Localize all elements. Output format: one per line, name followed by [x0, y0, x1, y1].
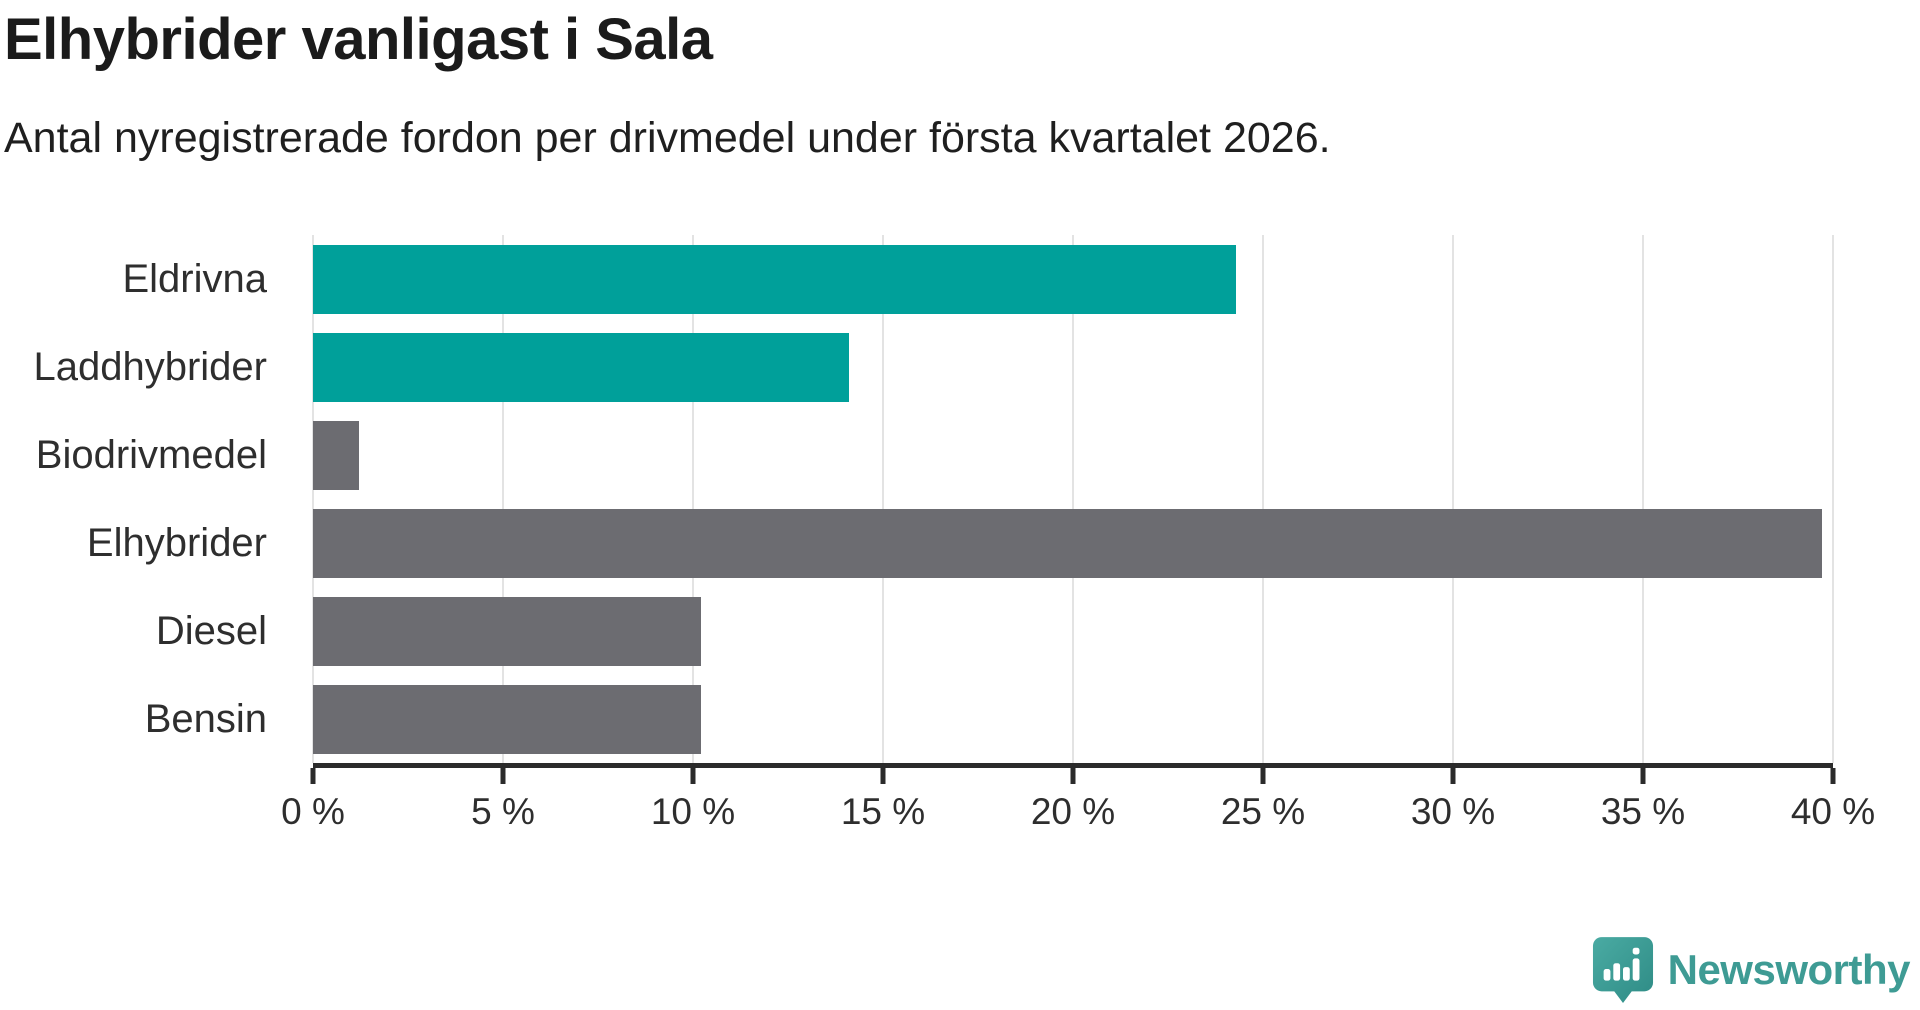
category-label: Laddhybrider: [33, 344, 268, 389]
plot-area: 0 % 5 % 10 % 15 % 20 % 25 % 30 % 35 % 40 %: [281, 235, 1875, 832]
x-axis-tick-label: 30 %: [1410, 791, 1496, 832]
category-label: Elhybrider: [86, 520, 267, 565]
gridline-15: [882, 235, 884, 763]
category-labels: Eldrivna Laddhybrider Biodrivmedel Elhybrid…: [0, 235, 295, 763]
gridline-25: [1262, 235, 1264, 763]
x-axis-tick: [500, 768, 506, 784]
x-axis-tick: [310, 768, 316, 784]
x-axis-tick: [1640, 768, 1646, 784]
x-axis-tick-label: 0 %: [281, 791, 345, 832]
x-axis-tick-label: 40 %: [1790, 791, 1876, 832]
bar-biodrivmedel: [313, 420, 359, 490]
newsworthy-logo-text: Newsworthy: [1667, 946, 1911, 993]
gridline-40: [1832, 235, 1834, 763]
bar-chart: Eldrivna Laddhybrider Biodrivmedel Elhybrid…: [0, 235, 1920, 855]
x-axis-tick: [1260, 768, 1266, 784]
x-axis-tick-label: 20 %: [1030, 791, 1116, 832]
bar-laddhybrider: [313, 332, 849, 402]
bar-row: [313, 499, 1833, 587]
gridline-20: [1072, 235, 1074, 763]
x-axis-line: [313, 763, 1833, 768]
x-axis-tick: [1830, 768, 1836, 784]
bar-row: [313, 235, 1833, 323]
gridline-35: [1642, 235, 1644, 763]
x-axis-tick: [880, 768, 886, 784]
x-axis-tick: [690, 768, 696, 784]
x-axis-tick-label: 15 %: [840, 791, 926, 832]
bar-eldrivna: [313, 244, 1237, 314]
category-label: Biodrivmedel: [35, 432, 267, 477]
gridline-0: [312, 235, 314, 763]
x-axis-tick-label: 5 %: [471, 791, 535, 832]
x-axis-tick-label: 35 %: [1600, 791, 1686, 832]
bar-diesel: [313, 596, 701, 666]
bar-rows: [313, 235, 1833, 763]
category-label: Diesel: [155, 608, 267, 653]
x-axis-tick-label: 25 %: [1220, 791, 1306, 832]
category-label: Eldrivna: [122, 256, 267, 301]
page-title: Elhybrider vanligast i Sala: [4, 7, 713, 72]
category-label: Bensin: [144, 696, 267, 741]
bar-row: [313, 411, 1833, 499]
x-axis-tick-label: 10 %: [650, 791, 736, 832]
newsworthy-logo-icon: [1592, 937, 1653, 1003]
chart-subtitle: Antal nyregistrerade fordon per drivmede…: [4, 114, 1331, 162]
bar-bensin: [313, 684, 701, 754]
bar-row: [313, 675, 1833, 763]
bar-row: [313, 323, 1833, 411]
gridline-30: [1452, 235, 1454, 763]
x-axis-tick: [1070, 768, 1076, 784]
bar-elhybrider: [313, 508, 1822, 578]
newsworthy-logo: Newsworthy: [1592, 936, 1911, 1004]
bar-row: [313, 587, 1833, 675]
gridline-10: [692, 235, 694, 763]
gridline-5: [502, 235, 504, 763]
x-axis-tick: [1450, 768, 1456, 784]
